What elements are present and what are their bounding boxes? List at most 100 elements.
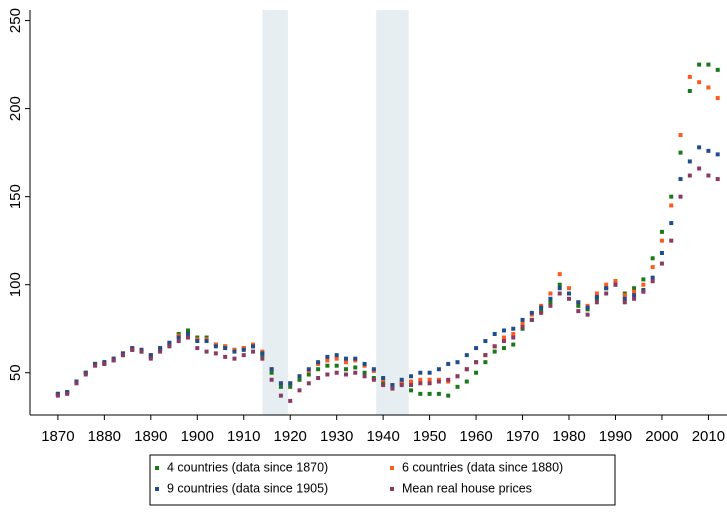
point [529, 310, 534, 315]
point [678, 150, 683, 155]
point [474, 370, 479, 375]
point [111, 358, 116, 363]
point [706, 148, 711, 153]
point [557, 291, 562, 296]
point [241, 347, 246, 352]
point [650, 265, 655, 270]
point [269, 370, 274, 375]
point [120, 353, 125, 358]
point [223, 346, 228, 351]
point [697, 166, 702, 171]
point [650, 279, 655, 284]
point [399, 377, 404, 382]
point [511, 335, 516, 340]
point [464, 353, 469, 358]
y-tick-label: 100 [7, 272, 24, 297]
point [548, 300, 553, 305]
point [632, 296, 637, 301]
point [557, 282, 562, 287]
y-tick-label: 50 [7, 364, 24, 381]
point [520, 317, 525, 322]
point [687, 74, 692, 79]
point [706, 62, 711, 67]
point [446, 361, 451, 366]
point [678, 133, 683, 138]
point [278, 384, 283, 389]
point [409, 374, 414, 379]
point [390, 383, 395, 388]
point [529, 317, 534, 322]
point [501, 346, 506, 351]
point [622, 300, 627, 305]
point [632, 293, 637, 298]
point [269, 367, 274, 372]
point [306, 372, 311, 377]
point [139, 349, 144, 354]
point [325, 354, 330, 359]
point [520, 324, 525, 329]
point [548, 303, 553, 308]
point [251, 349, 256, 354]
point [715, 67, 720, 72]
point [483, 360, 488, 365]
x-tick-label: 1910 [227, 428, 260, 445]
point [353, 356, 358, 361]
point [427, 391, 432, 396]
point [148, 353, 153, 358]
point [334, 363, 339, 368]
point [325, 358, 330, 363]
y-tick-label: 150 [7, 184, 24, 209]
point [697, 62, 702, 67]
point [567, 291, 572, 296]
x-tick-label: 2000 [645, 428, 678, 445]
point [632, 289, 637, 294]
point [167, 340, 172, 345]
point [436, 367, 441, 372]
point [436, 379, 441, 384]
legend-label: Mean real house prices [402, 481, 532, 495]
point [362, 374, 367, 379]
point [204, 339, 209, 344]
point [427, 381, 432, 386]
point [715, 177, 720, 182]
point [353, 370, 358, 375]
point [288, 398, 293, 403]
legend-box [149, 454, 616, 506]
point [399, 383, 404, 388]
point [241, 353, 246, 358]
x-tick-label: 1940 [366, 428, 399, 445]
point [65, 391, 70, 396]
point [381, 376, 386, 381]
point [492, 332, 497, 336]
point [678, 194, 683, 199]
point [362, 370, 367, 375]
point [158, 346, 163, 351]
point [659, 238, 664, 243]
point [501, 339, 506, 344]
point [511, 332, 516, 336]
point [669, 238, 674, 243]
point [316, 376, 321, 381]
point [185, 328, 190, 333]
point [288, 384, 293, 389]
point [223, 354, 228, 359]
point [474, 346, 479, 351]
point [55, 393, 60, 398]
point [650, 256, 655, 261]
point [371, 367, 376, 372]
point [334, 353, 339, 358]
legend-marker [390, 466, 394, 470]
point [418, 381, 423, 386]
point [585, 312, 590, 317]
point [269, 377, 274, 382]
point [669, 221, 674, 226]
point [604, 282, 609, 287]
point [353, 365, 358, 370]
point [343, 372, 348, 377]
point [687, 173, 692, 178]
x-tick-label: 1970 [506, 428, 539, 445]
point [418, 391, 423, 396]
point [158, 349, 163, 354]
point [409, 379, 414, 384]
